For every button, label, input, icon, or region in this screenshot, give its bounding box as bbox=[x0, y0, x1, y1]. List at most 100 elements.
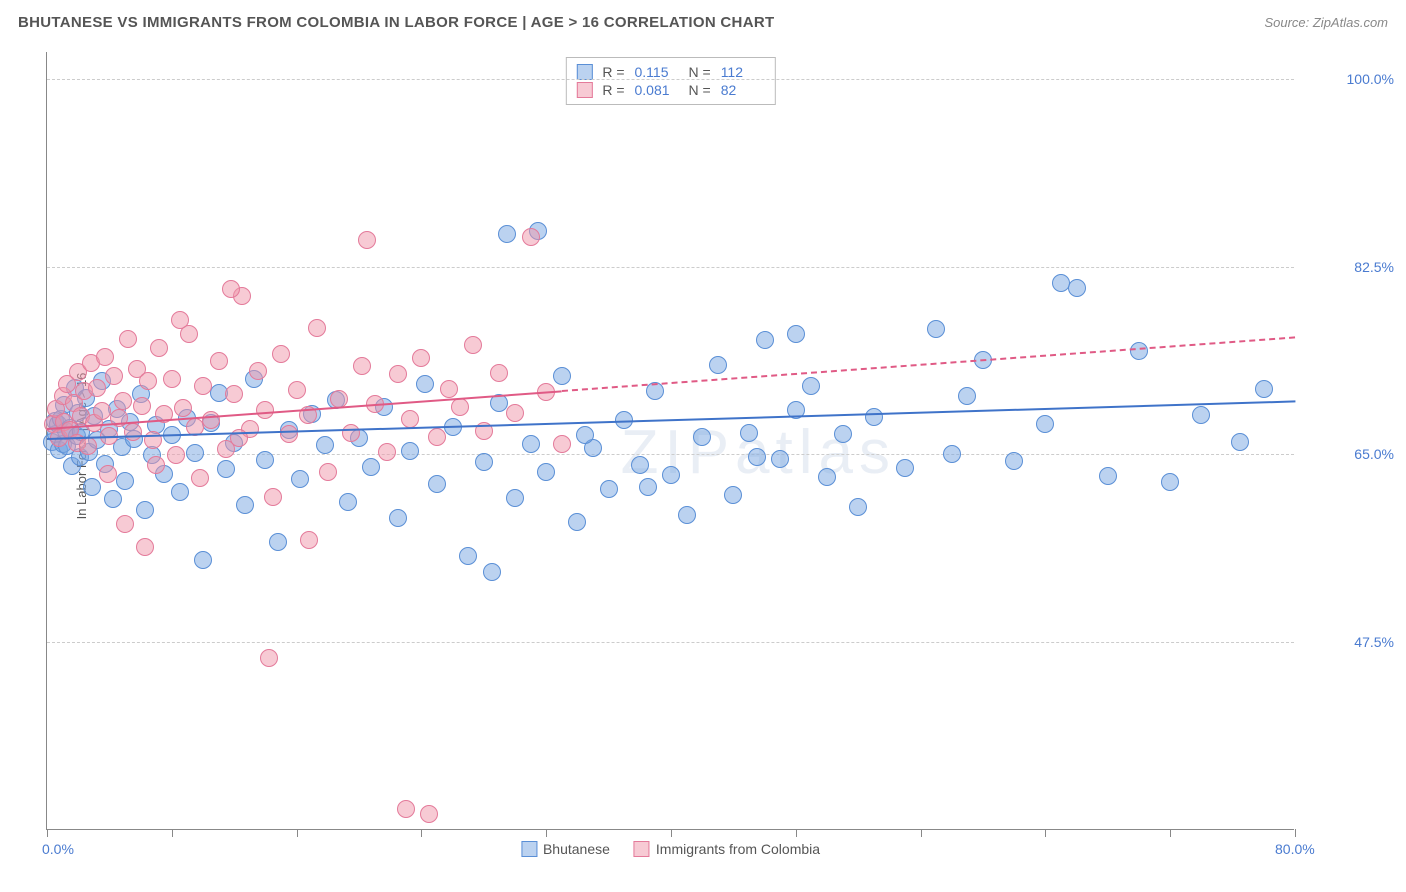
data-point bbox=[389, 509, 407, 527]
x-tick bbox=[671, 829, 672, 837]
x-tick bbox=[921, 829, 922, 837]
data-point bbox=[506, 489, 524, 507]
data-point bbox=[163, 370, 181, 388]
correlation-legend: R = 0.115 N = 112 R = 0.081 N = 82 bbox=[565, 57, 775, 105]
data-point bbox=[308, 319, 326, 337]
legend-item-2: Immigrants from Colombia bbox=[634, 841, 820, 857]
data-point bbox=[1052, 274, 1070, 292]
plot-area: ZIPatlas R = 0.115 N = 112 R = 0.081 N =… bbox=[46, 52, 1294, 830]
data-point bbox=[194, 551, 212, 569]
data-point bbox=[147, 456, 165, 474]
data-point bbox=[440, 380, 458, 398]
data-point bbox=[104, 490, 122, 508]
data-point bbox=[568, 513, 586, 531]
data-point bbox=[553, 367, 571, 385]
data-point bbox=[1005, 452, 1023, 470]
data-point bbox=[210, 352, 228, 370]
data-point bbox=[1192, 406, 1210, 424]
x-tick bbox=[1170, 829, 1171, 837]
data-point bbox=[490, 364, 508, 382]
trend-line-extrapolated bbox=[562, 336, 1295, 392]
corr-r-label: R = bbox=[602, 82, 624, 98]
corr-n-value-1: 112 bbox=[721, 64, 765, 80]
data-point bbox=[88, 379, 106, 397]
data-point bbox=[451, 398, 469, 416]
data-point bbox=[272, 345, 290, 363]
data-point bbox=[339, 493, 357, 511]
x-tick bbox=[796, 829, 797, 837]
data-point bbox=[483, 563, 501, 581]
data-point bbox=[740, 424, 758, 442]
data-point bbox=[256, 451, 274, 469]
gridline bbox=[47, 79, 1294, 80]
data-point bbox=[378, 443, 396, 461]
data-point bbox=[1068, 279, 1086, 297]
legend-label-2: Immigrants from Colombia bbox=[656, 841, 820, 857]
x-tick bbox=[1295, 829, 1296, 837]
legend-item-1: Bhutanese bbox=[521, 841, 610, 857]
data-point bbox=[537, 463, 555, 481]
data-point bbox=[105, 367, 123, 385]
data-point bbox=[412, 349, 430, 367]
data-point bbox=[1099, 467, 1117, 485]
data-point bbox=[522, 435, 540, 453]
data-point bbox=[99, 465, 117, 483]
data-point bbox=[342, 424, 360, 442]
data-point bbox=[428, 428, 446, 446]
data-point bbox=[353, 357, 371, 375]
data-point bbox=[119, 330, 137, 348]
corr-n-label: N = bbox=[689, 64, 711, 80]
swatch-series-1 bbox=[576, 64, 592, 80]
chart-title: BHUTANESE VS IMMIGRANTS FROM COLOMBIA IN… bbox=[18, 14, 774, 31]
data-point bbox=[358, 231, 376, 249]
data-point bbox=[83, 478, 101, 496]
data-point bbox=[171, 483, 189, 501]
data-point bbox=[1255, 380, 1273, 398]
data-point bbox=[264, 488, 282, 506]
x-tick bbox=[546, 829, 547, 837]
data-point bbox=[150, 339, 168, 357]
corr-r-value-1: 0.115 bbox=[635, 64, 679, 80]
title-bar: BHUTANESE VS IMMIGRANTS FROM COLOMBIA IN… bbox=[18, 14, 1388, 31]
data-point bbox=[269, 533, 287, 551]
data-point bbox=[167, 446, 185, 464]
data-point bbox=[191, 469, 209, 487]
data-point bbox=[194, 377, 212, 395]
x-tick bbox=[47, 829, 48, 837]
data-point bbox=[834, 425, 852, 443]
legend-swatch-1 bbox=[521, 841, 537, 857]
data-point bbox=[639, 478, 657, 496]
data-point bbox=[787, 325, 805, 343]
data-point bbox=[225, 385, 243, 403]
data-point bbox=[280, 425, 298, 443]
data-point bbox=[1036, 415, 1054, 433]
data-point bbox=[217, 460, 235, 478]
data-point bbox=[139, 372, 157, 390]
legend-label-1: Bhutanese bbox=[543, 841, 610, 857]
data-point bbox=[958, 387, 976, 405]
data-point bbox=[222, 280, 240, 298]
data-point bbox=[133, 397, 151, 415]
data-point bbox=[1130, 342, 1148, 360]
x-tick bbox=[1045, 829, 1046, 837]
corr-r-label: R = bbox=[602, 64, 624, 80]
data-point bbox=[506, 404, 524, 422]
data-point bbox=[96, 348, 114, 366]
gridline bbox=[47, 267, 1294, 268]
data-point bbox=[171, 311, 189, 329]
data-point bbox=[600, 480, 618, 498]
data-point bbox=[756, 331, 774, 349]
data-point bbox=[249, 362, 267, 380]
data-point bbox=[802, 377, 820, 395]
x-tick bbox=[172, 829, 173, 837]
data-point bbox=[553, 435, 571, 453]
data-point bbox=[291, 470, 309, 488]
data-point bbox=[124, 423, 142, 441]
data-point bbox=[389, 365, 407, 383]
data-point bbox=[260, 649, 278, 667]
data-point bbox=[662, 466, 680, 484]
data-point bbox=[401, 410, 419, 428]
data-point bbox=[678, 506, 696, 524]
chart-source: Source: ZipAtlas.com bbox=[1264, 15, 1388, 30]
data-point bbox=[896, 459, 914, 477]
